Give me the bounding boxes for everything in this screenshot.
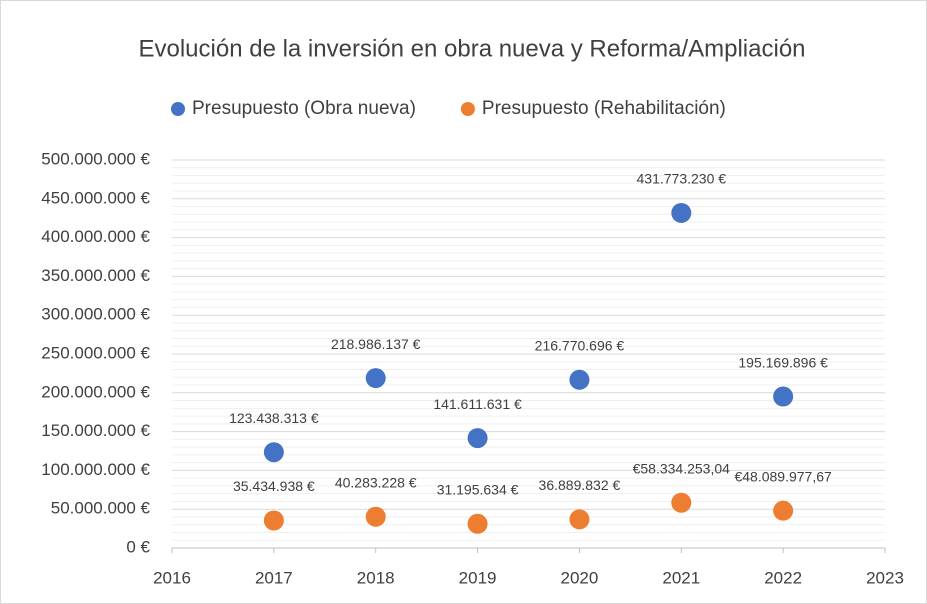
x-tick-label: 2023 [866, 568, 904, 587]
data-label: 35.434.938 € [233, 478, 315, 494]
scatter-point [263, 510, 284, 531]
scatter-point [569, 509, 590, 530]
x-tick-label: 2019 [459, 568, 497, 587]
y-tick-label: 200.000.000 € [41, 382, 150, 401]
y-tick-label: 500.000.000 € [41, 149, 150, 168]
y-tick-label: 0 € [126, 537, 150, 556]
data-label: 195.169.896 € [738, 354, 828, 370]
data-label: 123.438.313 € [229, 410, 319, 426]
data-label: 40.283.228 € [335, 474, 417, 490]
x-tick-label: 2016 [153, 568, 191, 587]
scatter-point [365, 368, 386, 389]
data-label: 31.195.634 € [437, 481, 519, 497]
scatter-point [773, 500, 794, 521]
data-label: 141.611.631 € [433, 396, 522, 412]
scatter-point [671, 492, 692, 513]
scatter-point [773, 386, 794, 407]
x-tick-label: 2021 [662, 568, 700, 587]
scatter-point [569, 369, 590, 390]
legend-label: Presupuesto (Rehabilitación) [482, 98, 726, 119]
x-tick-label: 2020 [561, 568, 599, 587]
y-tick-label: 150.000.000 € [41, 421, 150, 440]
y-tick-label: 50.000.000 € [51, 499, 151, 518]
legend-label: Presupuesto (Obra nueva) [192, 98, 416, 119]
data-label: 431.773.230 € [637, 171, 727, 187]
x-tick-label: 2017 [255, 568, 293, 587]
legend-marker [460, 102, 475, 116]
x-tick-label: 2018 [357, 568, 395, 587]
x-tick-label: 2022 [764, 568, 802, 587]
data-label: 36.889.832 € [539, 477, 621, 493]
scatter-point [467, 428, 488, 449]
y-tick-label: 400.000.000 € [41, 227, 150, 246]
data-label: 216.770.696 € [535, 337, 625, 353]
scatter-point [263, 442, 284, 463]
data-label: €48.089.977,67 [734, 468, 832, 484]
y-tick-label: 350.000.000 € [41, 266, 150, 285]
y-tick-label: 250.000.000 € [41, 343, 150, 362]
scatter-point [365, 506, 386, 527]
y-tick-label: 100.000.000 € [41, 460, 150, 479]
legend-marker [171, 102, 185, 116]
scatter-point [671, 202, 692, 223]
data-label: 218.986.137 € [331, 336, 421, 352]
data-label: €58.334.253,04 [633, 460, 731, 476]
scatter-point [467, 513, 488, 534]
chart-title: Evolución de la inversión en obra nueva … [138, 35, 805, 62]
y-tick-label: 450.000.000 € [41, 188, 150, 207]
y-tick-label: 300.000.000 € [41, 305, 150, 324]
